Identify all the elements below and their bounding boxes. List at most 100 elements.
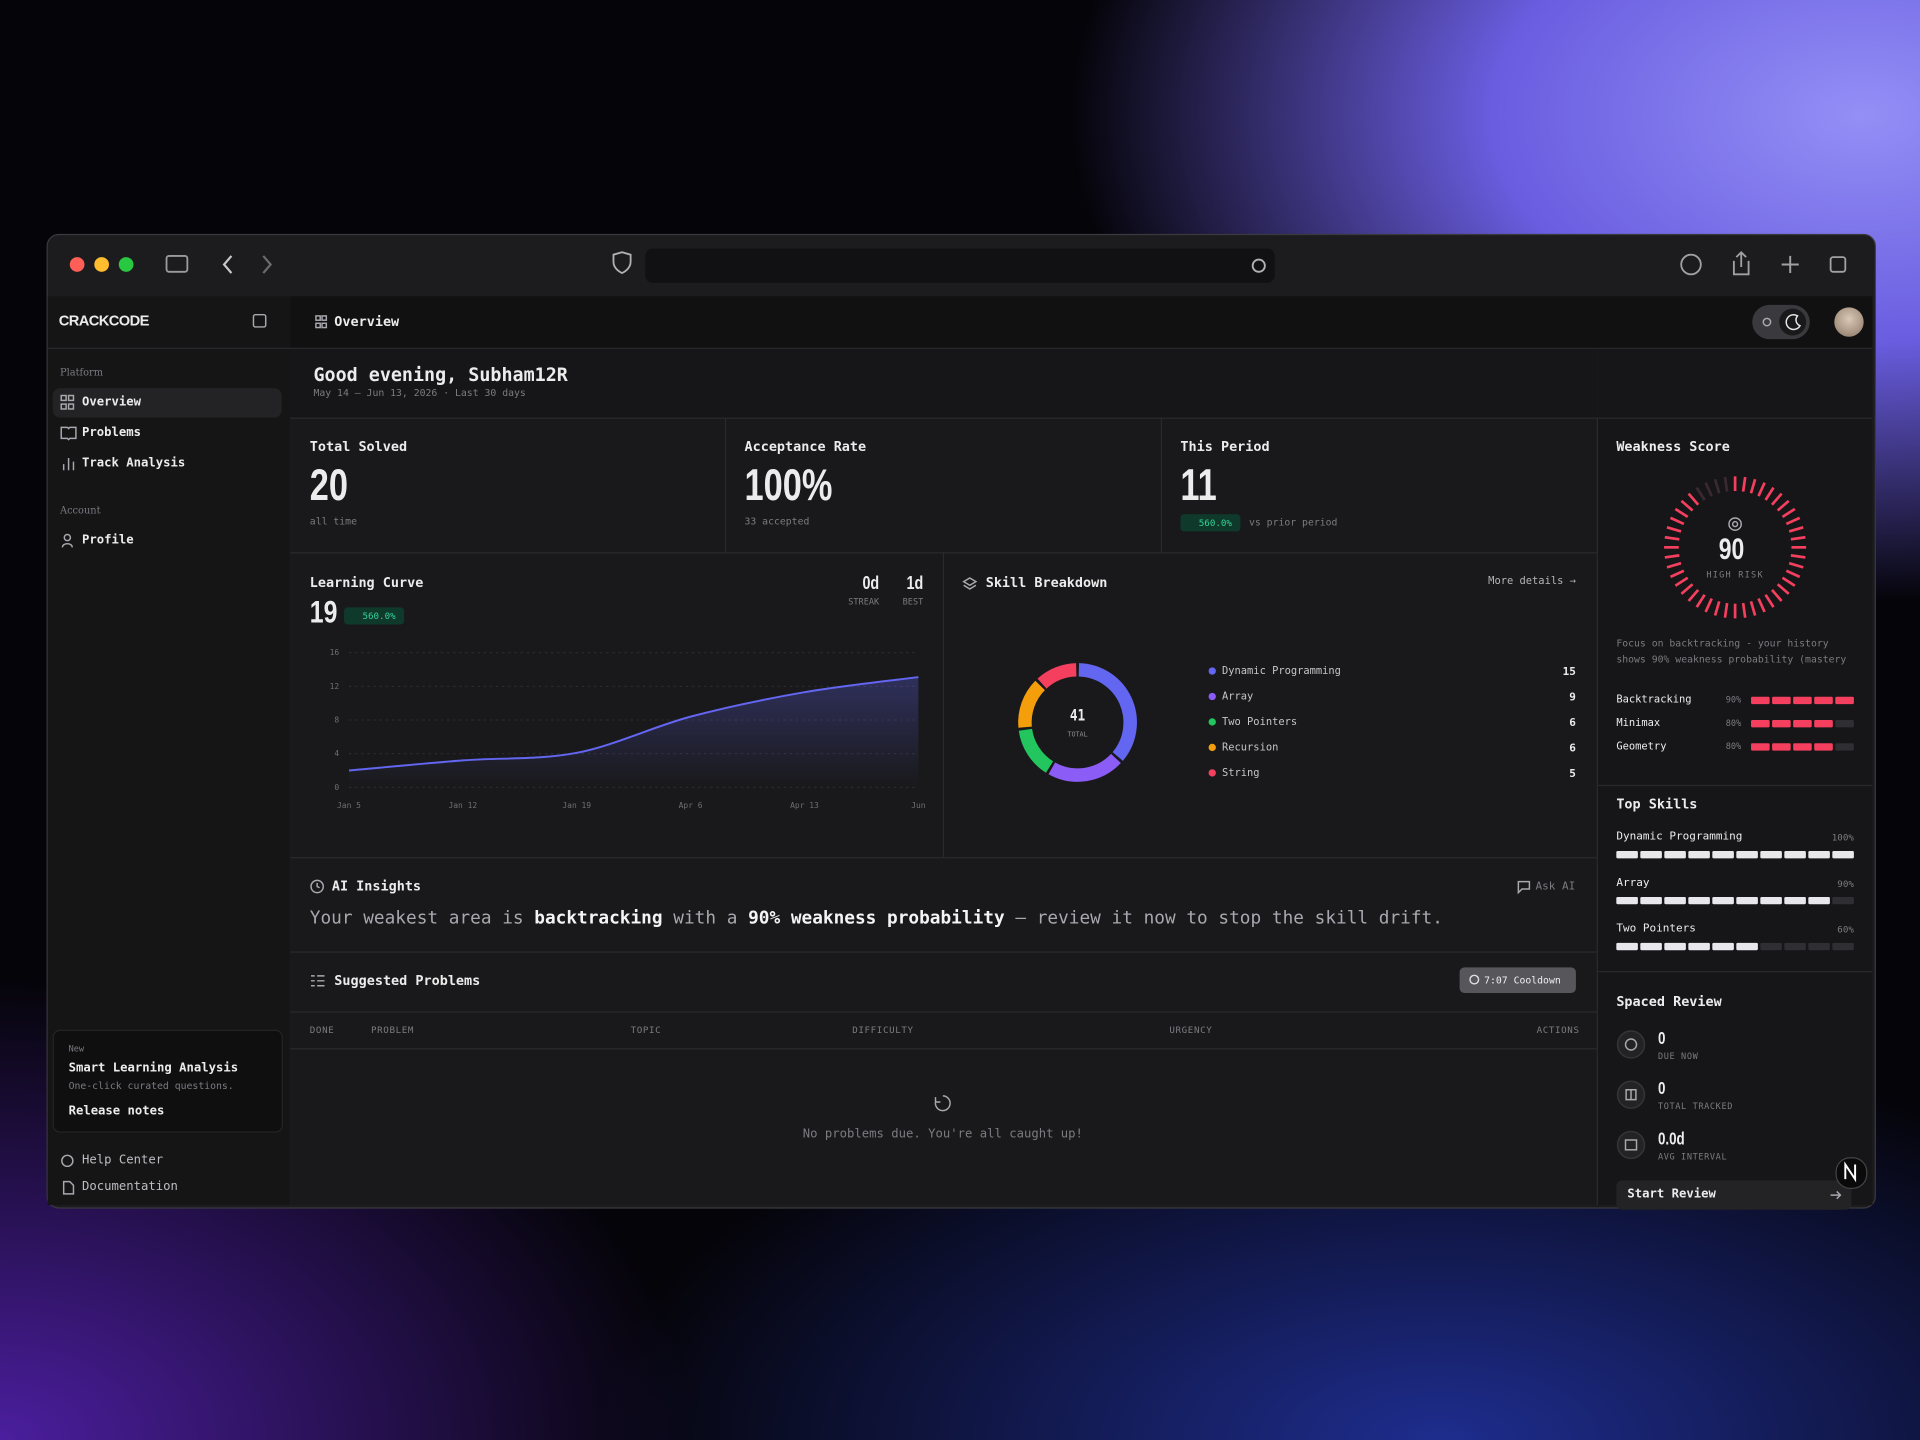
panel-title: Learning Curve bbox=[309, 574, 424, 591]
new-tab-button[interactable] bbox=[1781, 255, 1799, 274]
bar-segment bbox=[1772, 743, 1791, 751]
bar-segment bbox=[1712, 896, 1734, 905]
bar-segment bbox=[1688, 896, 1710, 905]
y-tick-label: 4 bbox=[334, 749, 339, 758]
nav-item[interactable]: Overview bbox=[82, 395, 142, 409]
promo-title: Smart Learning Analysis bbox=[68, 1061, 239, 1076]
sidebar-toggle[interactable] bbox=[165, 254, 189, 273]
legend-value: 9 bbox=[1569, 691, 1576, 704]
insight-text: — review it now to stop the skill drift. bbox=[1004, 908, 1443, 929]
docs-link[interactable]: Documentation bbox=[82, 1180, 178, 1194]
page-title: Overview bbox=[334, 313, 400, 330]
donut-segment bbox=[1018, 728, 1054, 773]
cooldown-text[interactable]: 7:07 Cooldown bbox=[1484, 974, 1561, 986]
start-review-button[interactable] bbox=[1616, 1180, 1852, 1210]
more-details[interactable]: More details → bbox=[1488, 575, 1576, 588]
legend-marker bbox=[1208, 718, 1216, 726]
greeting-band bbox=[290, 348, 1597, 418]
tabs-button[interactable] bbox=[1829, 256, 1847, 273]
column-header: DIFFICULTY bbox=[852, 1024, 914, 1036]
donut-total: 41 bbox=[1070, 707, 1085, 725]
bar-segment bbox=[1736, 896, 1758, 905]
bar-segment bbox=[1760, 896, 1782, 905]
bar-segment bbox=[1664, 851, 1686, 859]
gauge-tick bbox=[1764, 594, 1775, 608]
review-value: 0 bbox=[1657, 1028, 1666, 1048]
divider bbox=[724, 417, 727, 553]
help-link[interactable]: Help Center bbox=[82, 1153, 164, 1167]
shield-icon bbox=[612, 251, 632, 275]
panel-title: Spaced Review bbox=[1616, 993, 1722, 1010]
area bbox=[348, 677, 919, 788]
nav-item[interactable]: Track Analysis bbox=[82, 456, 186, 471]
badge bbox=[344, 607, 405, 625]
gauge-tick bbox=[1785, 569, 1801, 579]
x-tick-label: Jan 5 bbox=[337, 801, 361, 810]
skill-bar bbox=[1616, 896, 1854, 905]
nav-section: Platform bbox=[60, 366, 104, 378]
risk-label: HIGH RISK bbox=[1706, 570, 1764, 581]
gauge-tick bbox=[1669, 516, 1685, 526]
close-button[interactable] bbox=[69, 257, 85, 272]
gauge-tick bbox=[1687, 589, 1700, 602]
column-header: DONE bbox=[309, 1024, 335, 1036]
bar-segment bbox=[1640, 851, 1662, 859]
gauge-tick bbox=[1674, 507, 1689, 519]
maximize-button[interactable] bbox=[118, 257, 134, 272]
gauge-tick bbox=[1666, 561, 1682, 569]
bar-segment bbox=[1616, 851, 1638, 859]
promo-link[interactable]: Release notes bbox=[68, 1104, 165, 1118]
address-bar[interactable] bbox=[645, 248, 1275, 283]
insight-text: with a bbox=[662, 908, 749, 929]
greeting-title: Good evening, Subham12R bbox=[313, 363, 568, 386]
bar-segment bbox=[1793, 743, 1812, 751]
line bbox=[348, 676, 919, 772]
gauge-tick bbox=[1776, 499, 1790, 512]
download-button[interactable] bbox=[1680, 253, 1702, 276]
review-label: AVG INTERVAL bbox=[1657, 1152, 1728, 1162]
reload-button[interactable] bbox=[1251, 258, 1266, 273]
gauge-tick bbox=[1666, 526, 1682, 533]
gauge-tick bbox=[1741, 476, 1747, 492]
weakness-gauge bbox=[1664, 476, 1807, 619]
start-review[interactable]: Start Review bbox=[1627, 1187, 1716, 1202]
bar-segment bbox=[1616, 896, 1638, 905]
minimize-button[interactable] bbox=[94, 257, 109, 272]
donut-segment bbox=[1048, 753, 1121, 782]
badge-text: 560.0% bbox=[362, 610, 396, 622]
gauge-tick bbox=[1669, 569, 1685, 579]
skill-bar bbox=[1616, 851, 1854, 859]
avatar[interactable] bbox=[1834, 307, 1864, 337]
forward-button[interactable] bbox=[262, 255, 273, 274]
divider bbox=[290, 857, 1597, 859]
topic-value: 80% bbox=[1725, 741, 1742, 752]
bar-segment bbox=[1835, 720, 1854, 728]
legend-value: 6 bbox=[1569, 742, 1576, 755]
ask-ai[interactable]: Ask AI bbox=[1535, 881, 1576, 894]
stat-value: 100% bbox=[744, 459, 833, 510]
column-header: PROBLEM bbox=[371, 1024, 415, 1036]
gauge-tick bbox=[1695, 486, 1706, 501]
bar-segment bbox=[1814, 696, 1833, 705]
divider bbox=[1597, 784, 1873, 787]
empty-state: No problems due. You're all caught up! bbox=[802, 1127, 1083, 1142]
bar-segment bbox=[1832, 942, 1854, 951]
bar-segment bbox=[1784, 851, 1806, 859]
skill-name: Array bbox=[1616, 876, 1650, 890]
x-tick-label: Jun bbox=[911, 801, 926, 810]
bar-segment bbox=[1784, 896, 1806, 905]
divider bbox=[1596, 417, 1598, 1205]
nav-item[interactable]: Profile bbox=[82, 533, 134, 548]
back-button[interactable] bbox=[222, 255, 233, 274]
topic-value: 80% bbox=[1725, 718, 1742, 729]
share-button[interactable] bbox=[1732, 250, 1750, 276]
nav-item[interactable]: Problems bbox=[82, 426, 142, 440]
bar-segment bbox=[1772, 696, 1791, 705]
legend-marker bbox=[1208, 692, 1216, 701]
gauge-tick bbox=[1664, 554, 1680, 559]
bar-segment bbox=[1814, 743, 1833, 751]
weakness-summary: Focus on backtracking - your history sho… bbox=[1616, 637, 1847, 665]
divider bbox=[47, 347, 291, 349]
bar-segment bbox=[1751, 696, 1770, 705]
weakness-score: 90 bbox=[1718, 533, 1745, 567]
